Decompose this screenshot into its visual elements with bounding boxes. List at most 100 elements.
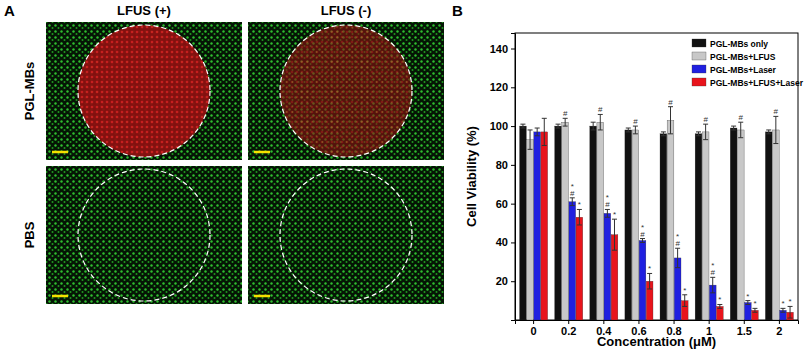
legend-label: PGL-MBs only: [710, 39, 768, 49]
error-cap: [780, 312, 785, 313]
panel-label: B: [452, 2, 463, 19]
error-cap: [661, 131, 666, 132]
error-cap: [766, 133, 771, 134]
error-stem: [754, 308, 755, 312]
error-stem: [607, 209, 608, 217]
error-bar: [570, 198, 575, 206]
error-cap: [563, 126, 568, 127]
error-bar: [605, 209, 610, 217]
bar: [660, 134, 667, 320]
error-stem: [705, 124, 706, 140]
bar: [625, 130, 632, 320]
error-bar: [752, 308, 757, 312]
bar: [590, 126, 597, 320]
bar: [695, 134, 702, 320]
error-bar: [682, 295, 687, 307]
tick-label: 100: [490, 120, 508, 132]
micrograph: [46, 22, 242, 160]
legend-swatch: [692, 52, 706, 60]
error-stem: [663, 132, 664, 136]
error-bar: [542, 118, 547, 145]
error-cap: [528, 149, 533, 150]
tick-mark: [511, 87, 515, 88]
error-cap: [577, 224, 582, 225]
error-bar: [520, 124, 525, 128]
legend-swatch: [692, 39, 706, 47]
error-stem: [614, 219, 615, 250]
error-bar: [661, 132, 666, 136]
error-stem: [558, 124, 559, 128]
error-bar: [535, 128, 540, 136]
bar: [730, 128, 737, 320]
legend-swatch: [692, 65, 706, 73]
bar: [576, 217, 583, 320]
laser-spot: [78, 169, 210, 301]
tick: 120: [490, 81, 515, 93]
error-bar: [591, 122, 596, 130]
error-bar: [577, 209, 582, 225]
tick-mark: [511, 165, 515, 166]
series: [541, 118, 794, 320]
error-stem: [790, 306, 791, 318]
bar: [702, 132, 709, 320]
error-cap: [647, 288, 652, 289]
error-stem: [565, 118, 566, 126]
tick: 2: [776, 320, 782, 337]
error-cap: [703, 139, 708, 140]
significance-mark: *#: [605, 193, 610, 209]
error-bar: [696, 132, 701, 136]
error-bar: [766, 130, 771, 134]
bar: [667, 120, 674, 320]
error-bar: [528, 130, 533, 149]
tick-mark: [511, 49, 515, 50]
error-stem: [642, 239, 643, 243]
error-cap: [633, 133, 638, 134]
error-stem: [712, 277, 713, 293]
error-cap: [528, 129, 533, 130]
tick: 100: [490, 120, 515, 132]
error-stem: [522, 124, 523, 128]
figure: ALFUS (+)LFUS (-)PGL-MBsPBSB204060801001…: [0, 0, 804, 352]
error-stem: [649, 273, 650, 289]
error-cap: [696, 135, 701, 136]
laser-spot: [78, 25, 210, 157]
error-cap: [696, 131, 701, 132]
error-stem: [747, 301, 748, 305]
error-bar: [598, 114, 603, 130]
tick-mark: [533, 320, 534, 324]
error-stem: [635, 126, 636, 134]
error-bar: [703, 124, 708, 140]
axis-line: [516, 321, 799, 325]
scale-bar: [52, 151, 68, 154]
significance-mark: *#: [675, 232, 680, 248]
bar: [752, 310, 759, 320]
tick-mark: [511, 281, 515, 282]
error-bar: [563, 118, 568, 126]
significance-mark: *#: [710, 261, 715, 277]
bar: [555, 126, 562, 320]
error-bar: [626, 128, 631, 132]
significance-mark: *: [683, 286, 686, 295]
tick-mark: [511, 204, 515, 205]
significance-mark: #: [738, 113, 743, 122]
tick-label: 0.2: [561, 325, 576, 337]
error-stem: [572, 198, 573, 206]
error-cap: [612, 250, 617, 251]
error-bar: [612, 219, 617, 250]
tick: 0.2: [561, 320, 576, 337]
error-cap: [542, 118, 547, 119]
legend: PGL-MBs onlyPGL-MBs+LFUSPGL-MBs+LaserPGL…: [692, 39, 804, 88]
significance-mark: *: [788, 297, 791, 306]
error-stem: [733, 126, 734, 130]
bar: [780, 310, 787, 320]
series: [527, 107, 780, 320]
error-cap: [570, 205, 575, 206]
bar: [772, 130, 779, 320]
error-cap: [788, 318, 793, 319]
error-cap: [520, 128, 525, 129]
legend-entry: PGL-MBs+LFUS: [692, 52, 776, 62]
tick-mark: [674, 320, 675, 324]
significance-mark: *: [781, 299, 784, 308]
error-bar: [668, 107, 673, 134]
error-cap: [717, 308, 722, 309]
